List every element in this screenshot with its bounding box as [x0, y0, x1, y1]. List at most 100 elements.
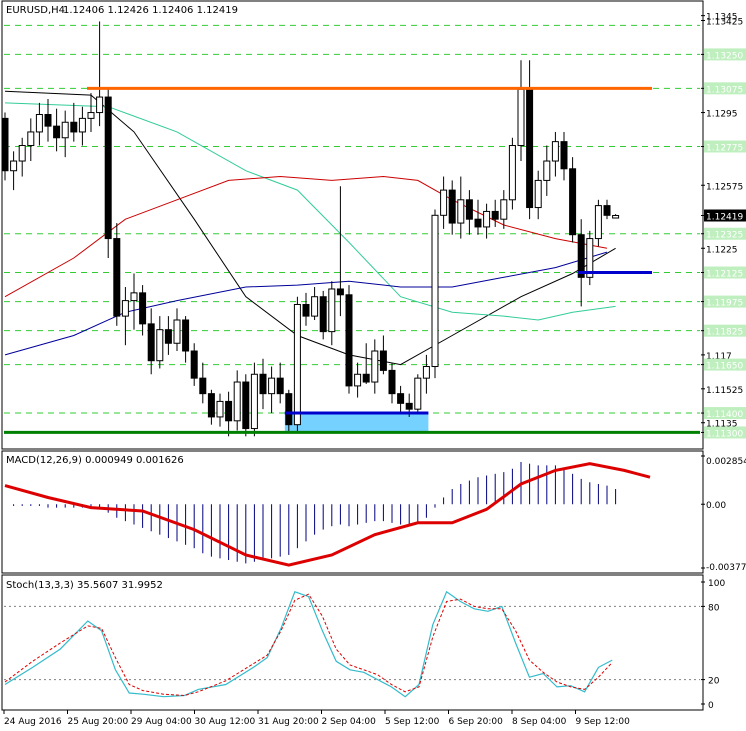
candle-bull [293, 303, 301, 426]
candle-bear [491, 210, 499, 220]
support-zone [284, 413, 429, 433]
price-label-bg [704, 266, 746, 279]
stoch-main-line [4, 590, 613, 698]
candle-bear [577, 234, 585, 278]
current-price-label-bg [704, 209, 746, 222]
price-label: 1.11975 [706, 299, 743, 309]
candle-bull [96, 96, 104, 114]
price-label-bg [704, 358, 746, 371]
time-label: 30 Aug 12:00 [195, 717, 256, 727]
time-label: 6 Sep 20:00 [449, 717, 504, 727]
price-label-bg [704, 227, 746, 240]
stoch-tick-label: 0 [708, 701, 714, 711]
candle-bear [259, 373, 267, 395]
price-label-bg [704, 324, 746, 337]
stoch-signal-line [4, 593, 613, 697]
price-label-bg [704, 407, 746, 420]
stoch-title: Stoch(13,3,3) 35.5607 31.9952 [6, 580, 163, 591]
candle-bear [319, 296, 327, 333]
support-zone-layer [284, 413, 429, 433]
candle-bull [156, 329, 164, 362]
candle-bull [250, 373, 258, 430]
macd-signal-line [4, 462, 651, 567]
candle-bull [61, 121, 69, 139]
candle-bear [388, 369, 396, 395]
time-axis: 24 Aug 2016 25 Aug 20:00 29 Aug 04:00 30 Au… [3, 710, 631, 727]
price-levels [4, 86, 700, 434]
current-price-label: 1.12419 [706, 213, 743, 223]
candle-bear [362, 373, 370, 383]
price-label: 1.11400 [706, 410, 743, 420]
price-label: 1.1295 [706, 110, 738, 120]
candle-bear [44, 114, 52, 127]
candle-bull [311, 296, 319, 317]
stoch-tick-label: 20 [708, 677, 720, 687]
candle-bull [508, 145, 516, 201]
price-label: 1.1135 [706, 420, 738, 430]
candle-bull [517, 88, 525, 147]
candle-bull [233, 381, 241, 422]
price-label: 1.1225 [706, 245, 738, 255]
candle-bull [414, 377, 422, 410]
chart-header-symbol: EURUSD,H4 [6, 5, 65, 16]
ma_mid-line [4, 102, 616, 321]
price-label-bg [704, 48, 746, 61]
time-label: 5 Sep 12:00 [385, 717, 440, 727]
candle-bull [173, 319, 181, 344]
chart-header-ohlc: 1.12406 1.12426 1.12406 1.12419 [63, 5, 238, 16]
candle-bear [336, 288, 344, 296]
candle-bear [465, 199, 473, 220]
candle-bear [182, 319, 190, 352]
time-label: 29 Aug 04:00 [131, 717, 192, 727]
candle-bull [121, 300, 129, 317]
price-label: 1.12125 [706, 269, 743, 279]
price-label: 1.13250 [706, 51, 743, 61]
macd-tick-label: 0.00 [706, 501, 726, 511]
candle-bear [379, 350, 387, 371]
candle-bear [302, 303, 310, 317]
candle-bull [18, 145, 26, 162]
time-label: 9 Sep 12:00 [576, 717, 631, 727]
candle-bear [405, 402, 413, 410]
candle-bull [612, 215, 620, 219]
ma_slow-line [4, 175, 608, 298]
candle-bull [87, 112, 95, 119]
stoch-tick-label: 100 [708, 579, 725, 589]
candle-bull [551, 141, 559, 162]
price-label: 1.12775 [706, 143, 743, 153]
stoch-panel-frame [1, 574, 704, 711]
candle-bull [440, 189, 448, 216]
stoch-tick-label: 80 [708, 603, 720, 613]
candle-bull [371, 350, 379, 383]
price-label: 1.11825 [706, 328, 743, 338]
candle-bear [1, 117, 9, 172]
candle-bear [560, 141, 568, 170]
time-label: 2 Sep 04:00 [322, 717, 377, 727]
macd-panel-frame [1, 450, 704, 574]
candle-bear [603, 205, 611, 216]
candle-bull [483, 210, 491, 228]
candle-bear [113, 238, 121, 317]
candle-bear [225, 400, 233, 422]
candle-bull [586, 238, 594, 278]
candle-bear [345, 294, 353, 387]
candle-bull [130, 292, 138, 302]
price-label: 1.12575 [706, 182, 743, 192]
macd-tick-label: -0.003772 [706, 563, 746, 573]
candle-bear [139, 292, 147, 325]
macd-layer: 0.002854 0.00 -0.003772 [4, 455, 746, 573]
candle-bear [53, 125, 61, 139]
candle-bear [242, 381, 250, 430]
candle-bull [354, 373, 362, 387]
time-label: 31 Aug 20:00 [258, 717, 319, 727]
price-label-bg [704, 426, 746, 439]
candle-bull [594, 205, 602, 240]
price-label: 1.12325 [706, 231, 743, 241]
candle-bear [190, 350, 198, 379]
price-label: 1.117 [706, 352, 732, 362]
candle-bear [285, 393, 293, 426]
candle-bull [457, 199, 465, 224]
price-label: 1.11525 [706, 386, 743, 396]
